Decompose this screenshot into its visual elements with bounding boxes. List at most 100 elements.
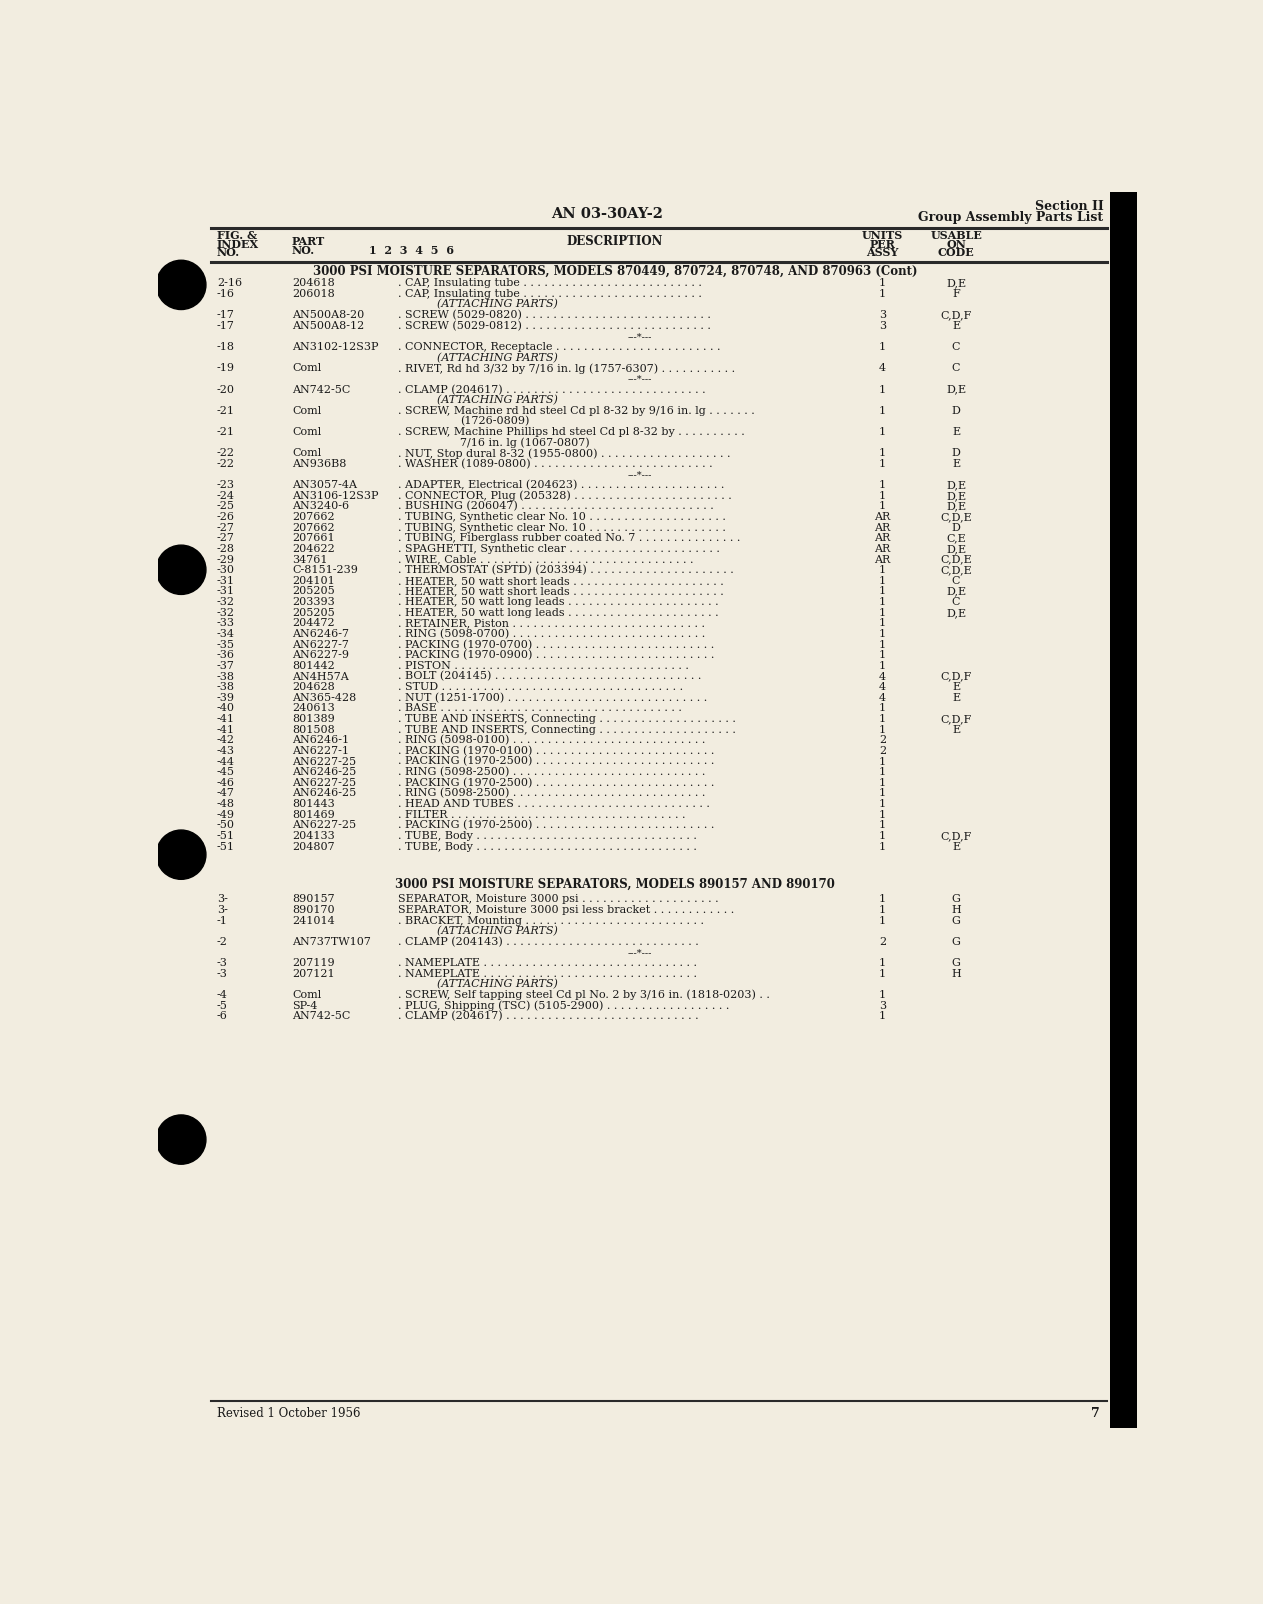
Text: D,E: D,E xyxy=(946,385,966,395)
Text: E: E xyxy=(952,459,960,468)
Text: 207662: 207662 xyxy=(292,523,335,533)
Text: C,D,F: C,D,F xyxy=(941,831,971,840)
Circle shape xyxy=(157,829,206,879)
Text: . ADAPTER, Electrical (204623) . . . . . . . . . . . . . . . . . . . . .: . ADAPTER, Electrical (204623) . . . . .… xyxy=(398,480,725,491)
Text: . WASHER (1089-0800) . . . . . . . . . . . . . . . . . . . . . . . . . .: . WASHER (1089-0800) . . . . . . . . . .… xyxy=(398,459,712,468)
Text: . TUBE AND INSERTS, Connecting . . . . . . . . . . . . . . . . . . . .: . TUBE AND INSERTS, Connecting . . . . .… xyxy=(398,714,736,723)
Text: D,E: D,E xyxy=(946,279,966,289)
Text: 204807: 204807 xyxy=(292,842,335,852)
Text: 2: 2 xyxy=(879,937,887,946)
Text: C: C xyxy=(952,342,960,353)
Text: ASSY: ASSY xyxy=(866,247,899,258)
Text: . CONNECTOR, Plug (205328) . . . . . . . . . . . . . . . . . . . . . . .: . CONNECTOR, Plug (205328) . . . . . . .… xyxy=(398,491,731,500)
Text: 1: 1 xyxy=(879,958,887,969)
Text: 1: 1 xyxy=(879,789,887,799)
Text: AN6227-9: AN6227-9 xyxy=(292,650,349,661)
Text: -22: -22 xyxy=(217,449,235,459)
Text: 7/16 in. lg (1067-0807): 7/16 in. lg (1067-0807) xyxy=(460,438,590,448)
Text: -39: -39 xyxy=(217,693,235,703)
Text: AN6227-7: AN6227-7 xyxy=(292,640,349,650)
Text: 1: 1 xyxy=(879,990,887,1001)
Text: . TUBE, Body . . . . . . . . . . . . . . . . . . . . . . . . . . . . . . . .: . TUBE, Body . . . . . . . . . . . . . .… xyxy=(398,842,697,852)
Text: 205205: 205205 xyxy=(292,587,335,597)
Text: -31: -31 xyxy=(217,576,235,585)
Text: 1: 1 xyxy=(879,491,887,500)
Text: . CLAMP (204617) . . . . . . . . . . . . . . . . . . . . . . . . . . . .: . CLAMP (204617) . . . . . . . . . . . .… xyxy=(398,1011,698,1022)
Text: (ATTACHING PARTS): (ATTACHING PARTS) xyxy=(437,300,558,310)
Text: 4: 4 xyxy=(879,682,887,693)
Text: -27: -27 xyxy=(217,534,235,544)
Text: -50: -50 xyxy=(217,820,235,831)
Text: 801469: 801469 xyxy=(292,810,335,820)
Text: . RING (5098-0100) . . . . . . . . . . . . . . . . . . . . . . . . . . . .: . RING (5098-0100) . . . . . . . . . . .… xyxy=(398,735,706,746)
Text: . BRACKET, Mounting . . . . . . . . . . . . . . . . . . . . . . . . . .: . BRACKET, Mounting . . . . . . . . . . … xyxy=(398,916,705,926)
Text: CODE: CODE xyxy=(937,247,975,258)
Text: AN6246-25: AN6246-25 xyxy=(292,789,356,799)
Text: 205205: 205205 xyxy=(292,608,335,618)
Text: . PISTON . . . . . . . . . . . . . . . . . . . . . . . . . . . . . . . . . .: . PISTON . . . . . . . . . . . . . . . .… xyxy=(398,661,690,670)
Text: 1: 1 xyxy=(879,480,887,491)
Text: -19: -19 xyxy=(217,364,235,374)
Text: -18: -18 xyxy=(217,342,235,353)
Text: D: D xyxy=(952,523,961,533)
Text: ---*---: ---*--- xyxy=(628,948,652,958)
Text: . NAMEPLATE . . . . . . . . . . . . . . . . . . . . . . . . . . . . . . .: . NAMEPLATE . . . . . . . . . . . . . . … xyxy=(398,958,697,969)
Text: 1: 1 xyxy=(879,629,887,638)
Text: . HEATER, 50 watt long leads . . . . . . . . . . . . . . . . . . . . . .: . HEATER, 50 watt long leads . . . . . .… xyxy=(398,608,719,618)
Text: 1: 1 xyxy=(879,650,887,661)
Text: 1: 1 xyxy=(879,342,887,353)
Text: -28: -28 xyxy=(217,544,235,553)
Text: C,D,F: C,D,F xyxy=(941,672,971,682)
Text: . SPAGHETTI, Synthetic clear . . . . . . . . . . . . . . . . . . . . . .: . SPAGHETTI, Synthetic clear . . . . . .… xyxy=(398,544,720,553)
Text: -40: -40 xyxy=(217,704,235,714)
Text: . RIVET, Rd hd 3/32 by 7/16 in. lg (1757-6307) . . . . . . . . . . .: . RIVET, Rd hd 3/32 by 7/16 in. lg (1757… xyxy=(398,363,735,374)
Text: C,D,E: C,D,E xyxy=(940,555,973,565)
Text: AN6246-7: AN6246-7 xyxy=(292,629,349,638)
Text: AN6227-25: AN6227-25 xyxy=(292,820,356,831)
Text: 207121: 207121 xyxy=(292,969,335,978)
Text: . BUSHING (206047) . . . . . . . . . . . . . . . . . . . . . . . . . . . .: . BUSHING (206047) . . . . . . . . . . .… xyxy=(398,502,714,512)
Text: SEPARATOR, Moisture 3000 psi . . . . . . . . . . . . . . . . . . . .: SEPARATOR, Moisture 3000 psi . . . . . .… xyxy=(398,895,719,905)
Text: 1: 1 xyxy=(879,502,887,512)
Text: -41: -41 xyxy=(217,725,235,735)
Text: -16: -16 xyxy=(217,289,235,298)
Text: -47: -47 xyxy=(217,789,235,799)
Text: -44: -44 xyxy=(217,757,235,767)
Text: 1: 1 xyxy=(879,969,887,978)
Text: Coml: Coml xyxy=(292,449,321,459)
Text: . NAMEPLATE . . . . . . . . . . . . . . . . . . . . . . . . . . . . . . .: . NAMEPLATE . . . . . . . . . . . . . . … xyxy=(398,969,697,978)
Text: AN6227-25: AN6227-25 xyxy=(292,757,356,767)
Text: -27: -27 xyxy=(217,523,235,533)
Text: -46: -46 xyxy=(217,778,235,788)
Text: G: G xyxy=(952,916,961,926)
Text: 3-: 3- xyxy=(217,905,227,916)
Text: NO.: NO. xyxy=(217,247,240,258)
Text: 1: 1 xyxy=(879,767,887,776)
Text: (ATTACHING PARTS): (ATTACHING PARTS) xyxy=(437,395,558,406)
Text: ---*---: ---*--- xyxy=(628,332,652,342)
Text: -23: -23 xyxy=(217,480,235,491)
Text: AN3240-6: AN3240-6 xyxy=(292,502,349,512)
Text: 2: 2 xyxy=(879,746,887,755)
Text: (1726-0809): (1726-0809) xyxy=(460,417,529,427)
Text: 34761: 34761 xyxy=(292,555,327,565)
Text: D,E: D,E xyxy=(946,544,966,553)
Text: 204133: 204133 xyxy=(292,831,335,840)
Text: -49: -49 xyxy=(217,810,235,820)
Text: 204622: 204622 xyxy=(292,544,335,553)
Text: 204618: 204618 xyxy=(292,279,335,289)
Text: AN6227-1: AN6227-1 xyxy=(292,746,349,755)
Text: -3: -3 xyxy=(217,969,227,978)
Text: 3000 PSI MOISTURE SEPARATORS, MODELS 870449, 870724, 870748, AND 870963 (Cont): 3000 PSI MOISTURE SEPARATORS, MODELS 870… xyxy=(313,265,917,277)
Text: C,D,E: C,D,E xyxy=(940,512,973,523)
Text: AN365-428: AN365-428 xyxy=(292,693,356,703)
Text: . TUBE AND INSERTS, Connecting . . . . . . . . . . . . . . . . . . . .: . TUBE AND INSERTS, Connecting . . . . .… xyxy=(398,725,736,735)
Text: C,D,E: C,D,E xyxy=(940,565,973,576)
Text: . TUBING, Synthetic clear No. 10 . . . . . . . . . . . . . . . . . . . .: . TUBING, Synthetic clear No. 10 . . . .… xyxy=(398,523,726,533)
Text: 1: 1 xyxy=(879,587,887,597)
Text: . TUBING, Synthetic clear No. 10 . . . . . . . . . . . . . . . . . . . .: . TUBING, Synthetic clear No. 10 . . . .… xyxy=(398,512,726,523)
Text: 4: 4 xyxy=(879,672,887,682)
Text: 207662: 207662 xyxy=(292,512,335,523)
Text: AN6246-1: AN6246-1 xyxy=(292,735,349,746)
Text: ---*---: ---*--- xyxy=(628,470,652,480)
